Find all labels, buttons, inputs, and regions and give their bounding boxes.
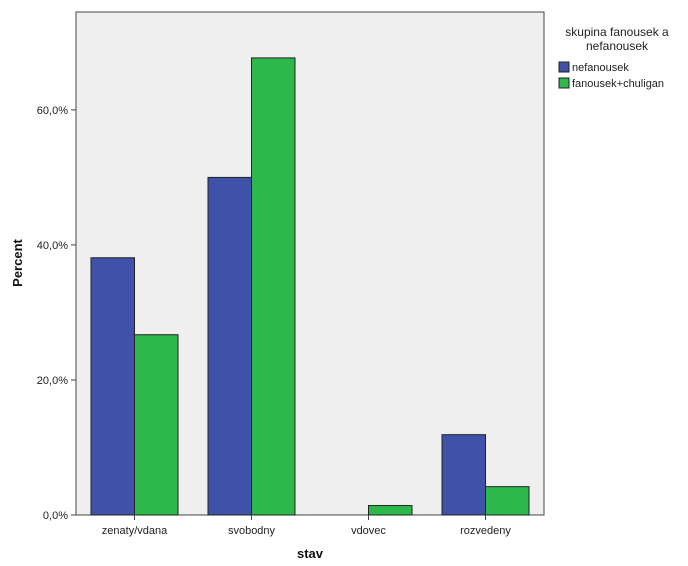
legend-title-line1: skupina fanousek a	[565, 25, 669, 39]
bar-svobodny-series-1	[251, 57, 296, 516]
x-axis-title: stav	[297, 546, 324, 561]
y-tick-label: 0,0%	[43, 510, 68, 522]
bar-vdovec-series-1	[368, 505, 413, 516]
x-tick-label: vdovec	[351, 525, 386, 537]
x-axis: zenaty/vdana svobodny vdovec rozvedeny	[102, 515, 511, 537]
legend-swatch-nefanousek	[558, 61, 570, 73]
bar-svobodny-series-0	[207, 176, 252, 516]
y-tick-label: 20,0%	[37, 375, 68, 387]
y-axis-title: Percent	[10, 238, 25, 286]
legend-label-nefanousek: nefanousek	[572, 62, 629, 74]
bar-rozvedeny-series-1	[485, 486, 530, 516]
x-tick-label: zenaty/vdana	[102, 525, 168, 537]
y-tick-label: 40,0%	[37, 240, 68, 252]
x-tick-label: rozvedeny	[460, 525, 511, 537]
bar-rozvedeny-series-0	[441, 434, 486, 516]
bars-layer	[90, 57, 530, 516]
bar-zenaty-vdana-series-0	[90, 257, 135, 516]
bar-zenaty-vdana-series-1	[134, 334, 179, 516]
y-tick-label: 60,0%	[37, 105, 68, 117]
legend-swatch-fanousek-chuligan	[558, 77, 570, 89]
legend-title-line2: nefanousek	[586, 39, 649, 53]
legend: skupina fanousek a nefanousek nefanousek…	[558, 25, 669, 90]
legend-label-fanousek-chuligan: fanousek+chuligan	[572, 78, 664, 90]
x-tick-label: svobodny	[228, 525, 276, 537]
y-axis: 0,0% 20,0% 40,0% 60,0%	[37, 105, 76, 522]
